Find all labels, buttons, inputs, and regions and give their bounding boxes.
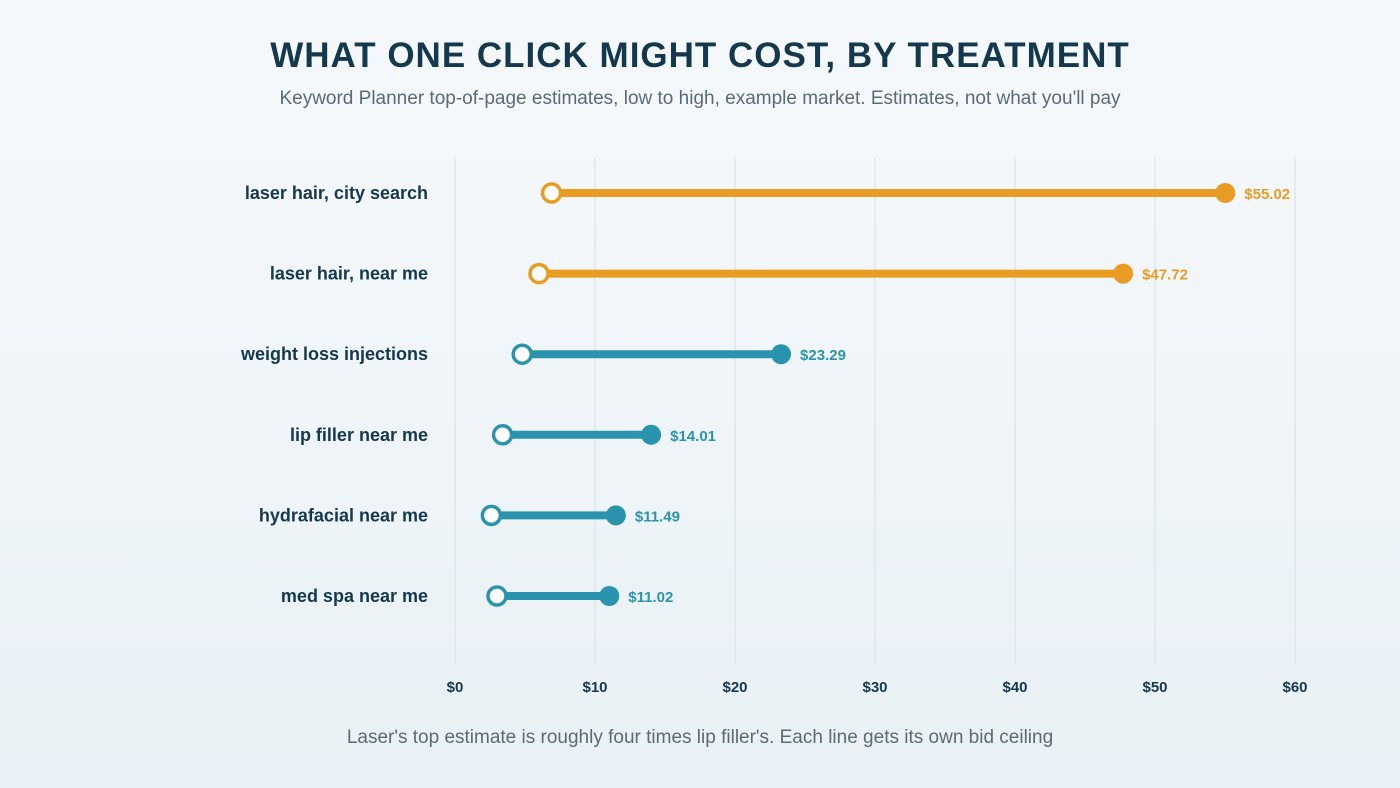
low-marker [486, 585, 508, 607]
low-marker [540, 182, 563, 204]
low-marker [511, 343, 533, 365]
x-tick-label: $30 [862, 679, 887, 696]
chart-row: med spa near me $11.02 [281, 585, 673, 607]
high-marker [1215, 183, 1236, 203]
category-label: laser hair, near me [270, 264, 428, 284]
high-marker [641, 424, 662, 445]
low-marker [491, 424, 514, 446]
chart-footnote: Laser's top estimate is roughly four tim… [346, 727, 1054, 748]
high-value-label: $14.01 [670, 428, 716, 445]
x-tick-label: $40 [1002, 679, 1027, 696]
category-label: hydrafacial near me [259, 505, 428, 525]
high-value-label: $11.49 [635, 508, 680, 525]
low-marker [528, 262, 550, 285]
x-tick-label: $20 [722, 679, 747, 696]
high-marker [605, 505, 626, 526]
category-label: med spa near me [281, 586, 428, 606]
chart-title: WHAT ONE CLICK MIGHT COST, BY TREATMENT [270, 36, 1130, 75]
high-value-label: $47.72 [1142, 267, 1188, 284]
chart-subtitle: Keyword Planner top-of-page estimates, l… [279, 88, 1121, 109]
category-label: laser hair, city search [245, 183, 428, 203]
chart-row: hydrafacial near me $11.49 [259, 504, 680, 527]
high-value-label: $23.29 [800, 347, 846, 364]
x-tick-label: $50 [1142, 679, 1167, 696]
x-tick-label: $0 [447, 679, 464, 696]
category-label: lip filler near me [290, 425, 428, 445]
low-marker [480, 504, 503, 527]
high-marker [599, 586, 620, 606]
high-value-label: $55.02 [1244, 186, 1290, 203]
category-label: weight loss injections [240, 344, 428, 364]
x-axis-ticks: $0 $10 $20 $30 $40 $50 $60 [447, 679, 1308, 696]
grid-lines [454, 157, 1296, 665]
chart-row: weight loss injections $23.29 [240, 343, 846, 365]
high-marker [1113, 263, 1134, 284]
high-value-label: $11.02 [628, 589, 673, 606]
high-marker [771, 344, 792, 365]
chart-row: laser hair, near me $47.72 [270, 262, 1188, 285]
chart-row: laser hair, city search $55.02 [245, 182, 1290, 204]
x-tick-label: $60 [1282, 679, 1307, 696]
x-tick-label: $10 [582, 679, 607, 696]
chart-row: lip filler near me $14.01 [290, 424, 716, 446]
